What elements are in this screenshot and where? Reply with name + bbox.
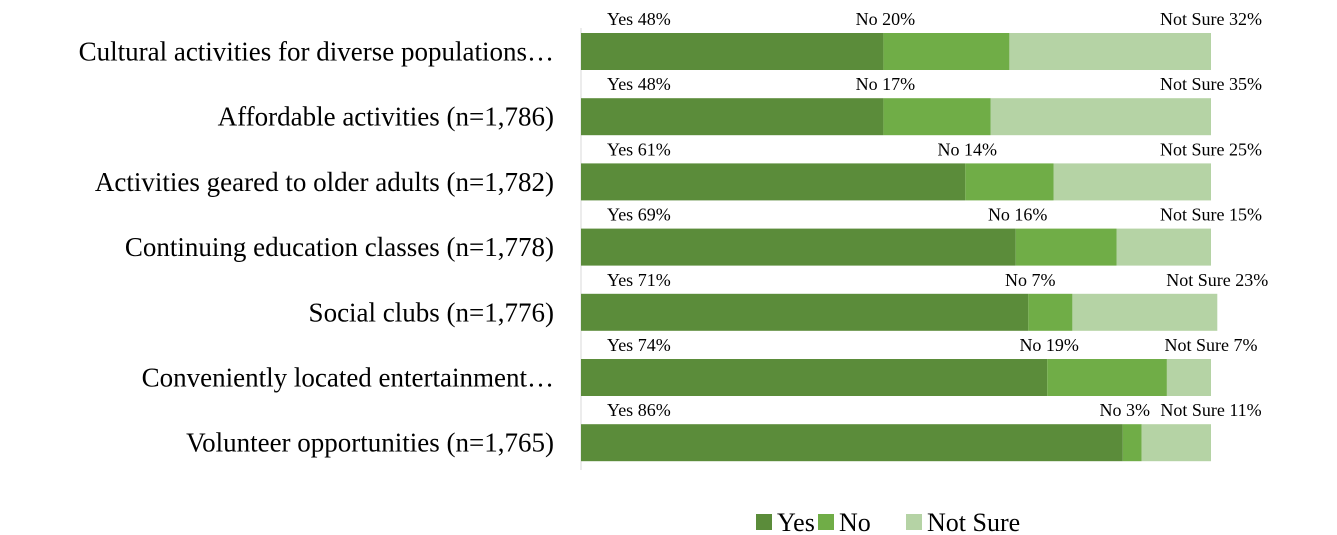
bar-not-sure [1053, 163, 1211, 201]
data-label-no: No 14% [938, 139, 998, 159]
category-label: Cultural activities for diverse populati… [79, 37, 554, 67]
bar-no [883, 98, 991, 136]
data-label-not-sure: Not Sure 25% [1160, 139, 1262, 159]
category-label: Continuing education classes (n=1,778) [125, 232, 554, 262]
bar-yes [581, 359, 1048, 396]
data-label-yes: Yes 86% [607, 400, 671, 420]
bar-no [883, 33, 1010, 70]
legend: Yes No Not Sure [756, 508, 1020, 535]
legend-swatch-yes [756, 514, 772, 530]
data-label-yes: Yes 48% [607, 9, 671, 29]
data-label-not-sure: Not Sure 23% [1166, 270, 1268, 290]
data-labels-layer: Yes 48% No 20% Not Sure 32% Yes 48% No 17% No… [607, 9, 1268, 420]
bar-no [1122, 424, 1142, 462]
bar-no [1015, 228, 1117, 266]
bar-no [1028, 293, 1073, 331]
category-label: Conveniently located entertainment… [142, 363, 554, 393]
bar-not-sure [1009, 33, 1211, 70]
data-label-not-sure: Not Sure 15% [1160, 205, 1262, 225]
category-label: Social clubs (n=1,776) [309, 297, 554, 327]
bars-layer [581, 33, 1218, 462]
data-label-no: No 17% [856, 74, 916, 94]
bar-not-sure [1072, 293, 1218, 331]
legend-label-not-sure: Not Sure [927, 508, 1020, 535]
category-label: Volunteer opportunities (n=1,765) [186, 428, 554, 458]
bar-yes [581, 98, 884, 136]
category-label: Affordable activities (n=1,786) [218, 102, 554, 132]
bar-yes [581, 228, 1016, 266]
data-label-not-sure: Not Sure 32% [1160, 9, 1262, 29]
data-label-no: No 19% [1019, 335, 1079, 355]
data-label-no: No 20% [856, 9, 916, 29]
bar-no [1047, 359, 1167, 396]
data-label-yes: Yes 69% [607, 205, 671, 225]
bar-yes [581, 293, 1029, 331]
legend-swatch-no [818, 514, 834, 530]
data-label-not-sure: Not Sure 35% [1160, 74, 1262, 94]
bar-not-sure [990, 98, 1211, 136]
data-label-no: No 7% [1005, 270, 1056, 290]
data-label-no: No 3% [1100, 400, 1151, 420]
bar-not-sure [1166, 359, 1211, 396]
data-label-yes: Yes 74% [607, 335, 671, 355]
data-label-not-sure: Not Sure 11% [1160, 400, 1261, 420]
bar-yes [581, 424, 1123, 462]
data-label-yes: Yes 71% [607, 270, 671, 290]
bar-not-sure [1116, 228, 1211, 266]
bar-yes [581, 163, 966, 201]
data-label-yes: Yes 48% [607, 74, 671, 94]
bar-no [965, 163, 1054, 201]
bar-not-sure [1141, 424, 1211, 462]
data-label-not-sure: Not Sure 7% [1165, 335, 1258, 355]
data-label-yes: Yes 61% [607, 139, 671, 159]
bar-yes [581, 33, 884, 70]
legend-swatch-not-sure [906, 514, 922, 530]
data-label-no: No 16% [988, 205, 1048, 225]
legend-label-yes: Yes [777, 508, 815, 535]
category-label: Activities geared to older adults (n=1,7… [95, 167, 554, 197]
legend-label-no: No [839, 508, 871, 535]
category-labels-layer: Cultural activities for diverse populati… [79, 37, 554, 458]
